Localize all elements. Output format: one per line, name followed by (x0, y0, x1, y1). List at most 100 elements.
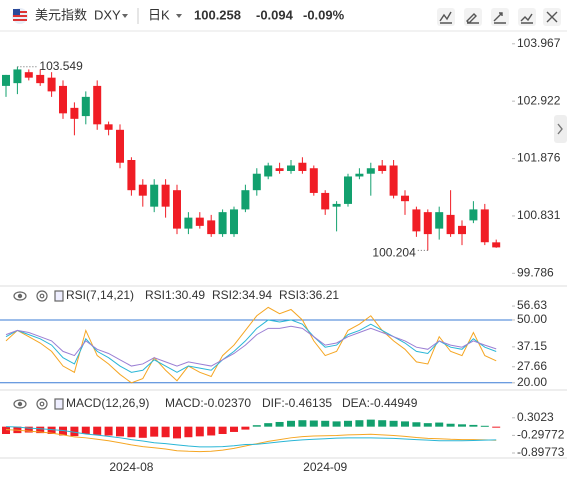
candle-body (252, 173, 261, 191)
macd-bar (241, 426, 250, 430)
y-tick-label: 103.967 (517, 36, 561, 50)
candle-body (309, 168, 318, 193)
macd-bar (480, 425, 489, 427)
tool-button[interactable] (491, 8, 509, 26)
macd-bar (264, 423, 273, 427)
macd-bar (321, 420, 330, 427)
macd-bar (93, 426, 102, 435)
dropdown-arrow[interactable] (176, 14, 182, 18)
macd-bar (104, 426, 113, 436)
macd-bar (332, 421, 341, 427)
macd-bar (435, 422, 444, 427)
indicator-line (5, 306, 497, 384)
candle-body (355, 173, 364, 177)
candle-body (93, 85, 102, 125)
pane-icons (13, 290, 64, 410)
indicator-line (5, 319, 497, 373)
y-tick-label: 99.786 (517, 265, 554, 279)
tool-icon (520, 13, 533, 24)
y-tick-label: 0.3023 (517, 410, 554, 424)
candle-body (59, 85, 67, 114)
rsi-title: RSI(7,14,21) (66, 288, 134, 302)
macd-bar (446, 423, 455, 427)
candle-body (207, 220, 216, 235)
candle-body (423, 212, 432, 235)
candle-body (24, 72, 33, 78)
macd-bar (2, 426, 10, 434)
tool-icon (493, 12, 506, 24)
y-tick-label: 56.63 (517, 298, 547, 312)
macd-bar (492, 426, 501, 428)
legend-entry: RSI2:34.94 (212, 288, 272, 302)
period[interactable]: 日K (148, 7, 170, 22)
collapse-button[interactable] (554, 115, 567, 143)
candle-body (184, 217, 193, 229)
macd-bar (275, 421, 284, 427)
symbol-name[interactable]: 美元指数 (35, 7, 87, 22)
candle-body (469, 209, 478, 221)
candle-body (287, 165, 295, 171)
candle-body (241, 190, 250, 210)
macd-bar (81, 426, 90, 434)
candle-body (36, 74, 45, 84)
macd-bar (423, 423, 432, 427)
candle-body (321, 192, 330, 210)
eye-icon[interactable] (13, 399, 27, 409)
candle-body (492, 242, 501, 248)
y-tick-label: -0.89773 (517, 445, 565, 459)
candle-body (138, 184, 147, 196)
tool-button[interactable] (464, 8, 482, 26)
indicator-icon (54, 398, 64, 410)
tool-button[interactable] (518, 8, 536, 26)
macd-bar (70, 426, 79, 437)
legend-entry: RSI1:30.49 (145, 288, 205, 302)
y-tick-label: -0.29772 (517, 428, 565, 442)
candle-body (446, 214, 455, 235)
gear-icon[interactable] (36, 398, 48, 410)
symbol[interactable]: DXY (94, 7, 121, 22)
y-tick-label: 37.15 (517, 339, 547, 353)
macd-bar (184, 426, 193, 438)
candle-body (47, 77, 56, 92)
legend-entry: DIF:-0.46135 (262, 396, 332, 410)
candle-body (366, 168, 375, 174)
candle-body (480, 209, 489, 243)
macd-bar (116, 426, 124, 437)
candle-body (150, 184, 159, 207)
candle-body (116, 129, 124, 163)
y-tick-label: 101.876 (517, 151, 561, 165)
candle-body (412, 209, 421, 232)
candle-body (13, 69, 22, 84)
macd-bar (366, 419, 375, 427)
macd-bar (161, 426, 170, 438)
tool-icon (546, 11, 558, 23)
toolbar (437, 8, 561, 26)
candle-body (344, 176, 352, 204)
eye-icon[interactable] (13, 291, 27, 301)
dropdown-arrow[interactable] (122, 14, 128, 18)
candle-body (298, 162, 307, 171)
macd-bar (378, 420, 387, 427)
candle-body (401, 195, 409, 202)
candle-body (458, 225, 466, 235)
price: 100.258 (194, 7, 241, 22)
candle-body (161, 184, 170, 207)
macd-bar (458, 424, 466, 427)
macd-bar (230, 426, 238, 432)
macd-bar (287, 420, 295, 427)
macd-bar (355, 420, 364, 427)
macd-bar (127, 426, 136, 438)
macd-bar (412, 422, 421, 427)
macd-bar (47, 426, 56, 434)
candle-body (378, 165, 387, 171)
collapse-icon (557, 123, 563, 135)
gear-icon[interactable] (36, 290, 48, 302)
x-tick-label: 2024-09 (303, 460, 347, 474)
macd-bar (138, 426, 147, 438)
macd-bar (36, 426, 45, 434)
candle-body (389, 165, 398, 196)
macd-bar (389, 420, 398, 427)
change-pct: -0.09% (303, 7, 345, 22)
y-tick-label: 100.831 (517, 208, 561, 222)
candle-body (230, 209, 238, 235)
